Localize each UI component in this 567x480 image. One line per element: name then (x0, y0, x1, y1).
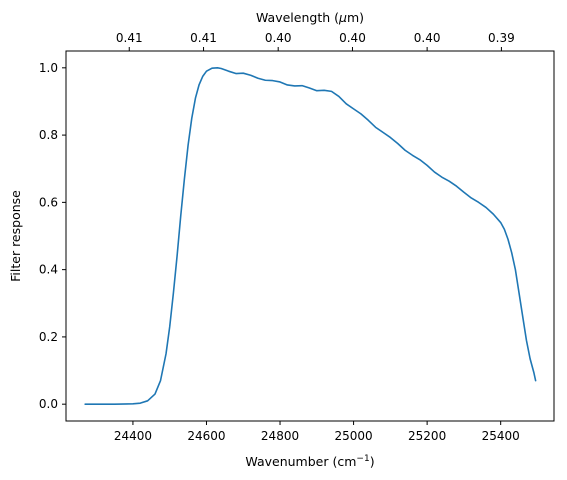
y-tick-label: 0.6 (39, 195, 58, 209)
x-axis-label-superscript: −1 (356, 454, 369, 464)
y-tick-label: 1.0 (39, 61, 58, 75)
x-tick-label: 25200 (408, 429, 446, 443)
x-tick-label: 24400 (114, 429, 152, 443)
y-tick-label: 0.4 (39, 263, 58, 277)
y-tick-label: 0.8 (39, 128, 58, 142)
top-tick-label: 0.41 (116, 31, 143, 45)
y-axis-label: Filter response (8, 190, 23, 282)
top-tick-label: 0.40 (414, 31, 441, 45)
top-tick-label: 0.41 (190, 31, 217, 45)
x-axis-label: Wavenumber (cm−1) (245, 454, 374, 469)
x-tick-label: 24800 (261, 429, 299, 443)
y-tick-label: 0.0 (39, 397, 58, 411)
top-tick-label: 0.40 (265, 31, 292, 45)
y-tick-label: 0.2 (39, 330, 58, 344)
plot-frame (65, 50, 555, 422)
top-axis-label: Wavelength (μm) (256, 10, 364, 25)
x-tick-label: 25000 (334, 429, 372, 443)
top-tick-label: 0.40 (339, 31, 366, 45)
x-tick-label: 24600 (187, 429, 225, 443)
top-tick-label: 0.39 (488, 31, 515, 45)
filter-response-line (84, 67, 537, 405)
x-tick-label: 25400 (482, 429, 520, 443)
